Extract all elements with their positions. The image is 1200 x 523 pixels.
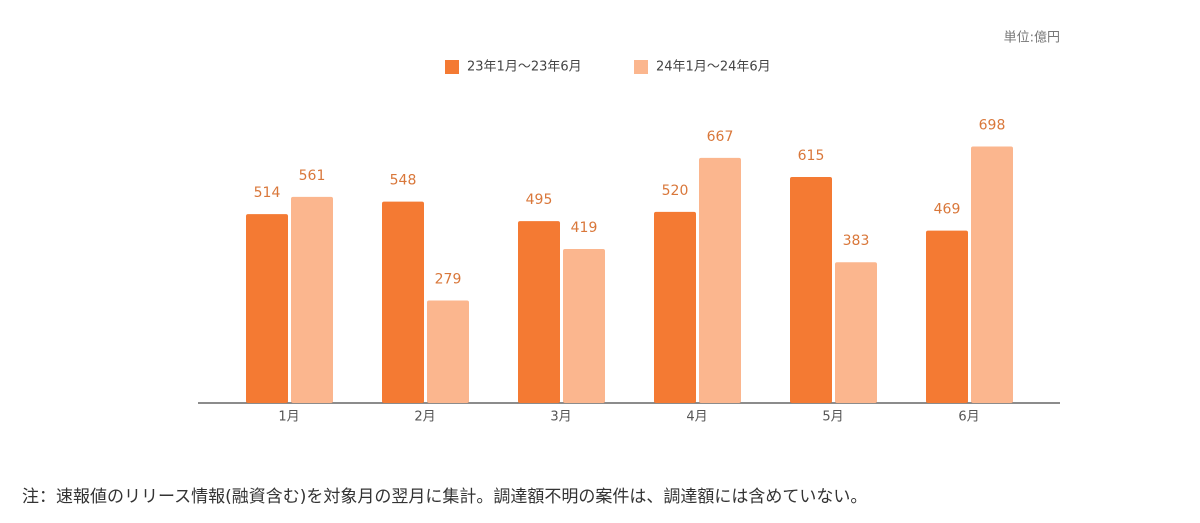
value-label: 667	[707, 129, 734, 145]
value-label: 520	[662, 183, 689, 199]
value-label: 469	[934, 202, 961, 218]
x-tick-label: 6月	[958, 410, 979, 425]
value-label: 615	[798, 148, 825, 164]
bar	[291, 196, 333, 403]
value-label: 279	[435, 271, 462, 287]
legend-label: 23年1月～23年6月	[467, 60, 582, 75]
bar	[835, 262, 877, 403]
value-label: 698	[979, 117, 1006, 133]
bar	[790, 176, 832, 403]
footnote: 注：速報値のリリース情報(融資含む)を対象月の翌月に集計。調達額不明の案件は、調…	[22, 487, 867, 507]
value-label: 495	[526, 192, 553, 208]
bar	[518, 221, 560, 403]
bar	[427, 300, 469, 403]
legend-swatch	[634, 60, 648, 74]
bar	[971, 146, 1013, 404]
x-tick-label: 1月	[278, 410, 299, 425]
value-label: 561	[299, 168, 326, 184]
bar	[699, 157, 741, 403]
bar	[654, 211, 696, 403]
bar	[926, 230, 968, 403]
value-label: 419	[571, 220, 598, 236]
x-tick-label: 4月	[686, 410, 707, 425]
bar	[246, 214, 288, 403]
x-tick-label: 3月	[550, 410, 571, 425]
value-label: 548	[390, 173, 417, 189]
value-label: 514	[254, 185, 281, 201]
legend-swatch	[445, 60, 459, 74]
x-tick-label: 5月	[822, 410, 843, 425]
bar	[382, 201, 424, 403]
legend-label: 24年1月～24年6月	[656, 60, 771, 75]
x-tick-label: 2月	[414, 410, 435, 425]
bar	[563, 249, 605, 403]
unit-label: 単位:億円	[1004, 30, 1060, 46]
value-label: 383	[843, 233, 870, 249]
